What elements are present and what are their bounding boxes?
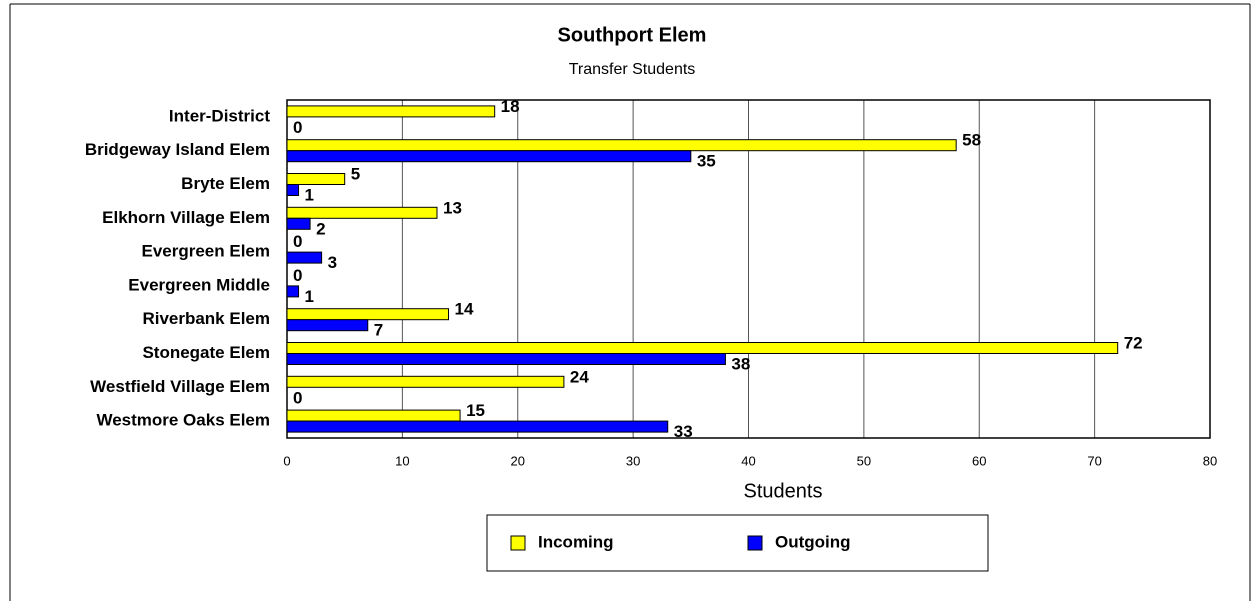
data-label: 2 xyxy=(316,219,325,238)
data-label: 5 xyxy=(351,164,360,183)
bar xyxy=(286,139,957,152)
data-label: 35 xyxy=(697,152,716,171)
x-tick-label: 30 xyxy=(626,453,640,468)
y-tick-label: Elkhorn Village Elem xyxy=(102,208,270,227)
bar xyxy=(286,420,669,433)
data-label: 72 xyxy=(1124,333,1143,352)
legend-swatch xyxy=(747,535,763,551)
x-tick-label: 0 xyxy=(283,453,290,468)
chart-subtitle: Transfer Students xyxy=(569,61,696,78)
data-label: 7 xyxy=(374,321,383,340)
x-tick-label: 40 xyxy=(741,453,755,468)
bar xyxy=(286,206,438,219)
x-tick-label: 10 xyxy=(395,453,409,468)
data-label: 3 xyxy=(328,253,337,272)
legend-box xyxy=(486,514,989,572)
y-tick-label: Evergreen Elem xyxy=(141,242,270,261)
bar xyxy=(286,173,346,185)
data-label: 0 xyxy=(293,388,302,407)
y-tick-label: Westmore Oaks Elem xyxy=(96,411,270,430)
x-tick-label: 20 xyxy=(511,453,525,468)
data-label: 24 xyxy=(570,367,589,386)
bar xyxy=(286,409,461,422)
y-tick-label: Evergreen Middle xyxy=(128,275,270,294)
x-axis-title: Students xyxy=(744,480,823,502)
y-tick-label: Inter-District xyxy=(169,106,270,125)
data-label: 18 xyxy=(501,97,520,116)
data-label: 0 xyxy=(293,118,302,137)
y-tick-label: Bridgeway Island Elem xyxy=(85,140,270,159)
data-label: 13 xyxy=(443,198,462,217)
data-label: 0 xyxy=(293,266,302,285)
data-label: 0 xyxy=(293,232,302,251)
bar xyxy=(286,285,300,298)
chart-title: Southport Elem xyxy=(558,24,707,46)
bar xyxy=(286,251,323,264)
data-label: 33 xyxy=(674,422,693,441)
x-tick-label: 70 xyxy=(1087,453,1101,468)
bar xyxy=(286,217,311,230)
bar xyxy=(286,375,565,388)
bar xyxy=(286,184,300,196)
bar xyxy=(286,319,369,332)
bar xyxy=(286,105,496,118)
y-tick-label: Bryte Elem xyxy=(181,174,270,193)
y-tick-label: Riverbank Elem xyxy=(142,309,270,328)
bar xyxy=(286,150,692,163)
x-tick-label: 60 xyxy=(972,453,986,468)
data-label: 15 xyxy=(466,401,485,420)
y-tick-label: Westfield Village Elem xyxy=(90,377,270,396)
bar xyxy=(286,308,450,321)
x-tick-label: 50 xyxy=(857,453,871,468)
data-label: 38 xyxy=(731,354,750,373)
bar xyxy=(286,342,1119,354)
data-label: 1 xyxy=(305,287,314,306)
data-label: 1 xyxy=(305,185,314,204)
data-label: 14 xyxy=(455,300,474,319)
data-label: 58 xyxy=(962,131,981,150)
legend-label: Incoming xyxy=(538,532,614,551)
plot-border xyxy=(286,99,1211,439)
bar xyxy=(286,353,726,365)
y-tick-label: Stonegate Elem xyxy=(142,343,270,362)
x-tick-label: 80 xyxy=(1203,453,1217,468)
legend-label: Outgoing xyxy=(775,532,851,551)
legend-swatch xyxy=(510,535,526,551)
